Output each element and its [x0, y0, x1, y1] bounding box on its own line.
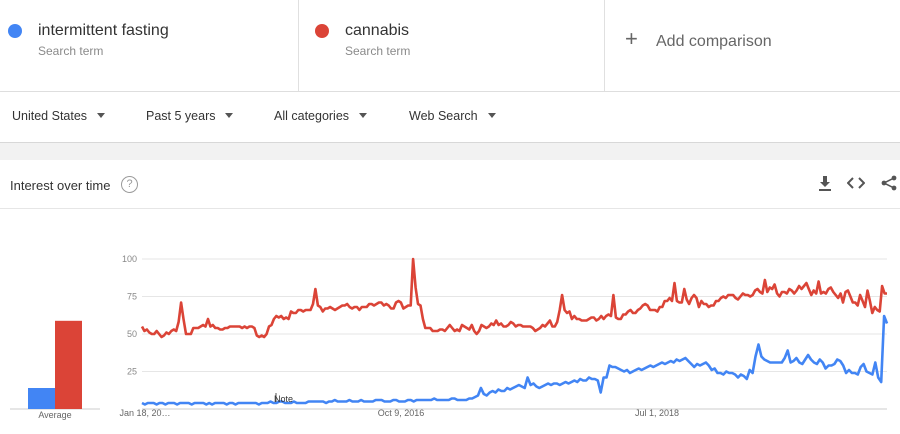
download-icon[interactable]	[814, 172, 836, 194]
search-term-name[interactable]: intermittent fasting	[38, 22, 169, 39]
share-icon[interactable]	[878, 172, 900, 194]
x-tick-label: Oct 9, 2016	[378, 408, 425, 418]
search-term-type: Search term	[38, 44, 104, 58]
time-range-value: Past 5 years	[146, 109, 216, 123]
caret-down-icon	[225, 113, 234, 118]
category-dropdown[interactable]: All categories	[274, 109, 368, 123]
x-tick-label: Jul 1, 2018	[635, 408, 679, 418]
card-title: Interest over time	[10, 178, 111, 193]
y-tick-label: 100	[122, 254, 137, 264]
y-tick-label: 25	[127, 367, 137, 377]
series-color-dot	[8, 24, 22, 38]
embed-code-icon[interactable]	[845, 172, 867, 194]
series-line[interactable]	[140, 257, 887, 339]
search-property-value: Web Search	[409, 109, 478, 123]
average-bars	[10, 320, 100, 410]
filter-bar: United States Past 5 years All categorie…	[0, 92, 900, 143]
series-color-dot	[315, 24, 329, 38]
plus-icon: +	[625, 26, 638, 51]
interest-over-time-header: Interest over time ?	[0, 160, 900, 209]
y-tick-label: 50	[127, 329, 137, 339]
average-bar[interactable]	[55, 320, 82, 409]
search-term-name[interactable]: cannabis	[345, 22, 410, 39]
series-line[interactable]	[141, 314, 889, 406]
chart-lines[interactable]	[140, 257, 889, 406]
caret-down-icon	[359, 113, 368, 118]
search-term-type: Search term	[345, 44, 411, 58]
caret-down-icon	[97, 113, 106, 118]
add-comparison-button[interactable]: + Add comparison	[605, 0, 900, 91]
section-divider	[0, 143, 900, 160]
category-value: All categories	[274, 109, 350, 123]
region-value: United States	[12, 109, 88, 123]
add-comparison-label: Add comparison	[656, 33, 772, 50]
average-bar[interactable]	[28, 388, 55, 409]
search-property-dropdown[interactable]: Web Search	[409, 109, 496, 123]
comparison-header: intermittent fasting Search term cannabi…	[0, 0, 900, 92]
caret-down-icon	[487, 113, 496, 118]
average-label: Average	[38, 410, 71, 420]
note-label[interactable]: Note	[274, 394, 293, 404]
chart-grid: 25 50 75 100	[122, 254, 887, 410]
interest-over-time-chart: Average 25 50 75 100 Jan 18, 20… Oct 9, 201…	[0, 209, 900, 429]
help-icon[interactable]: ?	[121, 176, 138, 193]
y-tick-label: 75	[127, 292, 137, 302]
region-dropdown[interactable]: United States	[12, 109, 106, 123]
time-range-dropdown[interactable]: Past 5 years	[146, 109, 234, 123]
search-term-1[interactable]: intermittent fasting Search term	[0, 0, 299, 91]
x-tick-label: Jan 18, 20…	[119, 408, 170, 418]
search-term-2[interactable]: cannabis Search term	[299, 0, 605, 91]
chart-canvas: Average 25 50 75 100 Jan 18, 20… Oct 9, 201…	[10, 254, 889, 420]
